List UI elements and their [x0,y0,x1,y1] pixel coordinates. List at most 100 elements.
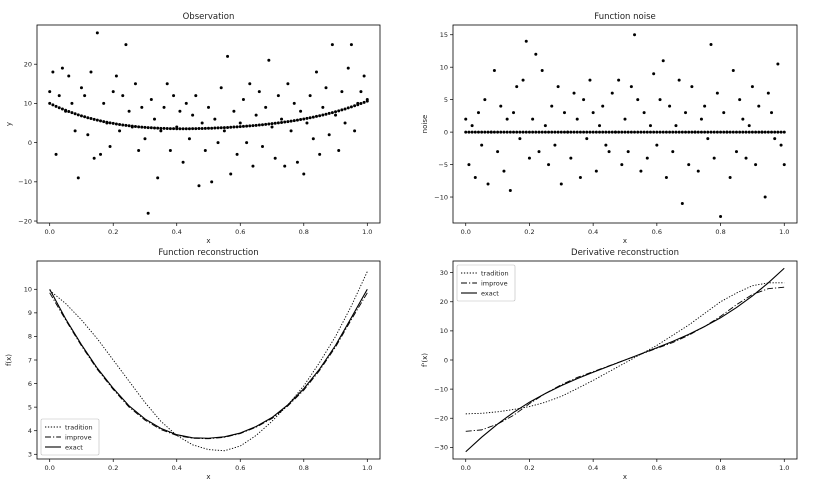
data-point [168,127,172,131]
data-point [51,70,55,74]
data-point [645,130,649,134]
data-point [95,118,99,122]
data-point [235,152,239,156]
data-point [359,102,363,106]
data-point [184,101,188,105]
data-point [108,121,112,125]
data-point [601,130,605,134]
data-point [699,117,703,121]
data-point [92,117,96,121]
data-point [210,126,214,130]
data-point [219,126,223,130]
data-point [591,111,595,115]
data-point [60,66,64,70]
data-point [99,119,103,123]
data-point [114,74,118,78]
data-point [604,130,608,134]
data-point [124,123,128,127]
data-point [594,169,598,173]
data-point [757,130,761,134]
data-point [556,130,560,134]
data-point [76,113,80,117]
data-point [143,137,147,141]
data-point [289,129,293,133]
y-axis-label: f(x) [5,354,13,366]
data-point [207,105,210,109]
x-tick-label: 1.0 [362,464,372,472]
data-point [235,125,239,129]
data-point [340,108,344,112]
data-point [289,119,293,123]
data-point [562,111,566,115]
data-point [534,52,538,56]
data-point [130,124,134,128]
data-point [172,127,176,131]
data-point [540,130,544,134]
data-point [629,130,633,134]
data-point [766,130,770,134]
y-tick-label: 5 [444,96,448,104]
data-point [181,160,185,164]
data-point [527,130,531,134]
data-point [118,129,122,133]
data-point [747,124,751,128]
data-point [216,141,220,145]
x-tick-label: 0.4 [588,228,598,236]
data-point [79,86,83,90]
data-point [524,130,528,134]
data-point [102,120,106,124]
data-point [146,126,150,130]
data-point [156,126,160,130]
data-point [73,112,77,116]
data-point [763,195,767,199]
data-point [470,124,474,128]
data-point [741,130,745,134]
data-point [79,114,83,118]
data-point [149,97,153,101]
data-point [734,150,738,154]
data-point [473,176,477,180]
data-point [464,117,468,121]
data-point [203,148,207,152]
data-point [496,130,500,134]
data-point [757,104,761,108]
data-point [773,130,777,134]
data-point [153,117,157,121]
data-point [127,109,131,113]
data-point [260,145,264,149]
data-point [318,114,322,118]
data-point [83,94,87,98]
data-point [642,130,646,134]
data-point [680,130,684,134]
data-point [725,130,729,134]
data-point [690,85,694,89]
data-point [489,130,493,134]
data-point [750,85,754,89]
data-point [750,130,754,134]
data-point [327,111,331,115]
data-point [655,130,659,134]
data-point [712,130,716,134]
data-point [213,126,217,130]
data-point [248,124,252,128]
data-point [241,97,245,101]
data-point [162,105,166,109]
y-axis-label: f'(x) [421,353,429,367]
data-point [754,130,758,134]
data-point [64,108,68,112]
data-point [184,127,188,131]
data-point [585,137,589,141]
legend-label: improve [65,433,92,441]
x-tick-label: 1.0 [362,228,372,236]
plot-frame [452,24,798,224]
data-point [521,78,525,82]
x-axis-label: x [623,237,627,245]
data-point [194,94,198,98]
data-point [480,143,484,147]
data-point [728,130,732,134]
data-point [712,156,716,160]
data-point [124,43,128,47]
data-point [162,126,166,130]
data-point [105,120,109,124]
data-point [467,163,471,167]
